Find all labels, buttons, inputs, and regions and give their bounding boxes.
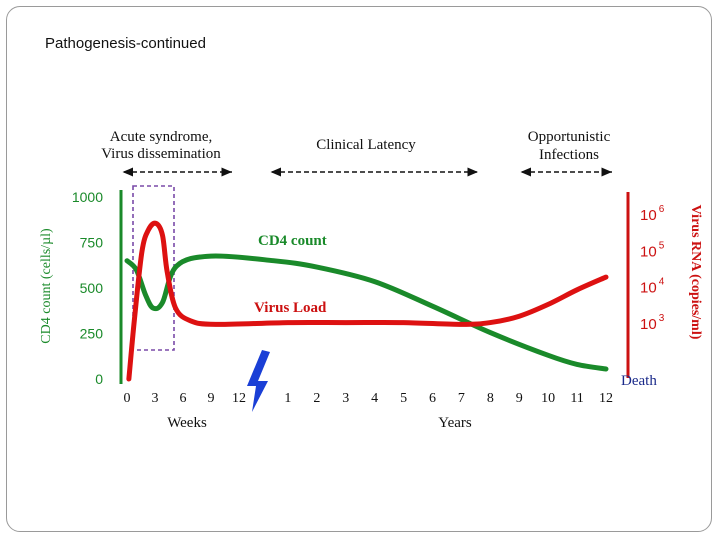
virus-load-line: [126, 220, 609, 382]
left-axis-ticks: 1000 750 500 250 0: [72, 189, 103, 387]
slide-frame: [6, 6, 712, 532]
years-axis-ticks: 1 2 3 4 5 6 7 8 9 10 11 12: [284, 391, 613, 406]
phase-3-line-2: Infections: [539, 147, 599, 163]
weeks-tick-label: 9: [208, 391, 215, 406]
phase-3-line-1: Opportunistic: [528, 129, 611, 145]
left-tick-label: 750: [80, 235, 104, 251]
phase-1-line-1: Acute syndrome,: [110, 129, 212, 145]
years-tick-label: 2: [313, 391, 320, 406]
slide-title: Pathogenesis-continued: [45, 35, 206, 52]
axis-break-lightning-icon: [247, 350, 270, 412]
left-tick-label: 500: [80, 280, 104, 296]
phase-1-line-2: Virus dissemination: [101, 146, 221, 162]
right-tick-label: 10 3: [640, 313, 665, 333]
years-tick-label: 9: [516, 391, 523, 406]
weeks-tick-label: 3: [152, 391, 159, 406]
left-tick-label: 0: [95, 371, 103, 387]
weeks-axis-label: Weeks: [167, 415, 207, 431]
cd4-count-annotation: CD4 count: [258, 233, 327, 249]
years-tick-label: 3: [342, 391, 349, 406]
years-tick-label: 11: [570, 391, 583, 406]
right-tick-label: 10 6: [640, 204, 665, 224]
years-tick-label: 4: [371, 391, 378, 406]
cd4-count-line: [124, 253, 609, 372]
death-annotation: Death: [621, 373, 657, 389]
left-axis-title: CD4 count (cells/µl): [39, 228, 54, 344]
right-tick-label: 10 4: [640, 277, 665, 297]
years-tick-label: 5: [400, 391, 407, 406]
phase-2-line-1: Clinical Latency: [316, 137, 416, 153]
years-tick-label: 6: [429, 391, 436, 406]
years-tick-label: 7: [458, 391, 465, 406]
left-tick-label: 250: [80, 326, 104, 342]
years-tick-label: 1: [284, 391, 291, 406]
right-tick-label: 10 5: [640, 240, 665, 260]
right-axis-title: Virus RNA (copies/ml): [688, 205, 703, 340]
weeks-tick-label: 0: [124, 391, 131, 406]
years-axis-label: Years: [438, 415, 472, 431]
left-tick-label: 1000: [72, 189, 103, 205]
virus-load-annotation: Virus Load: [254, 300, 327, 316]
weeks-axis-ticks: 0 3 6 9 12: [124, 391, 247, 406]
years-tick-label: 8: [487, 391, 494, 406]
weeks-tick-label: 6: [180, 391, 187, 406]
years-tick-label: 12: [599, 391, 613, 406]
years-tick-label: 10: [541, 391, 555, 406]
weeks-tick-label: 12: [232, 391, 246, 406]
